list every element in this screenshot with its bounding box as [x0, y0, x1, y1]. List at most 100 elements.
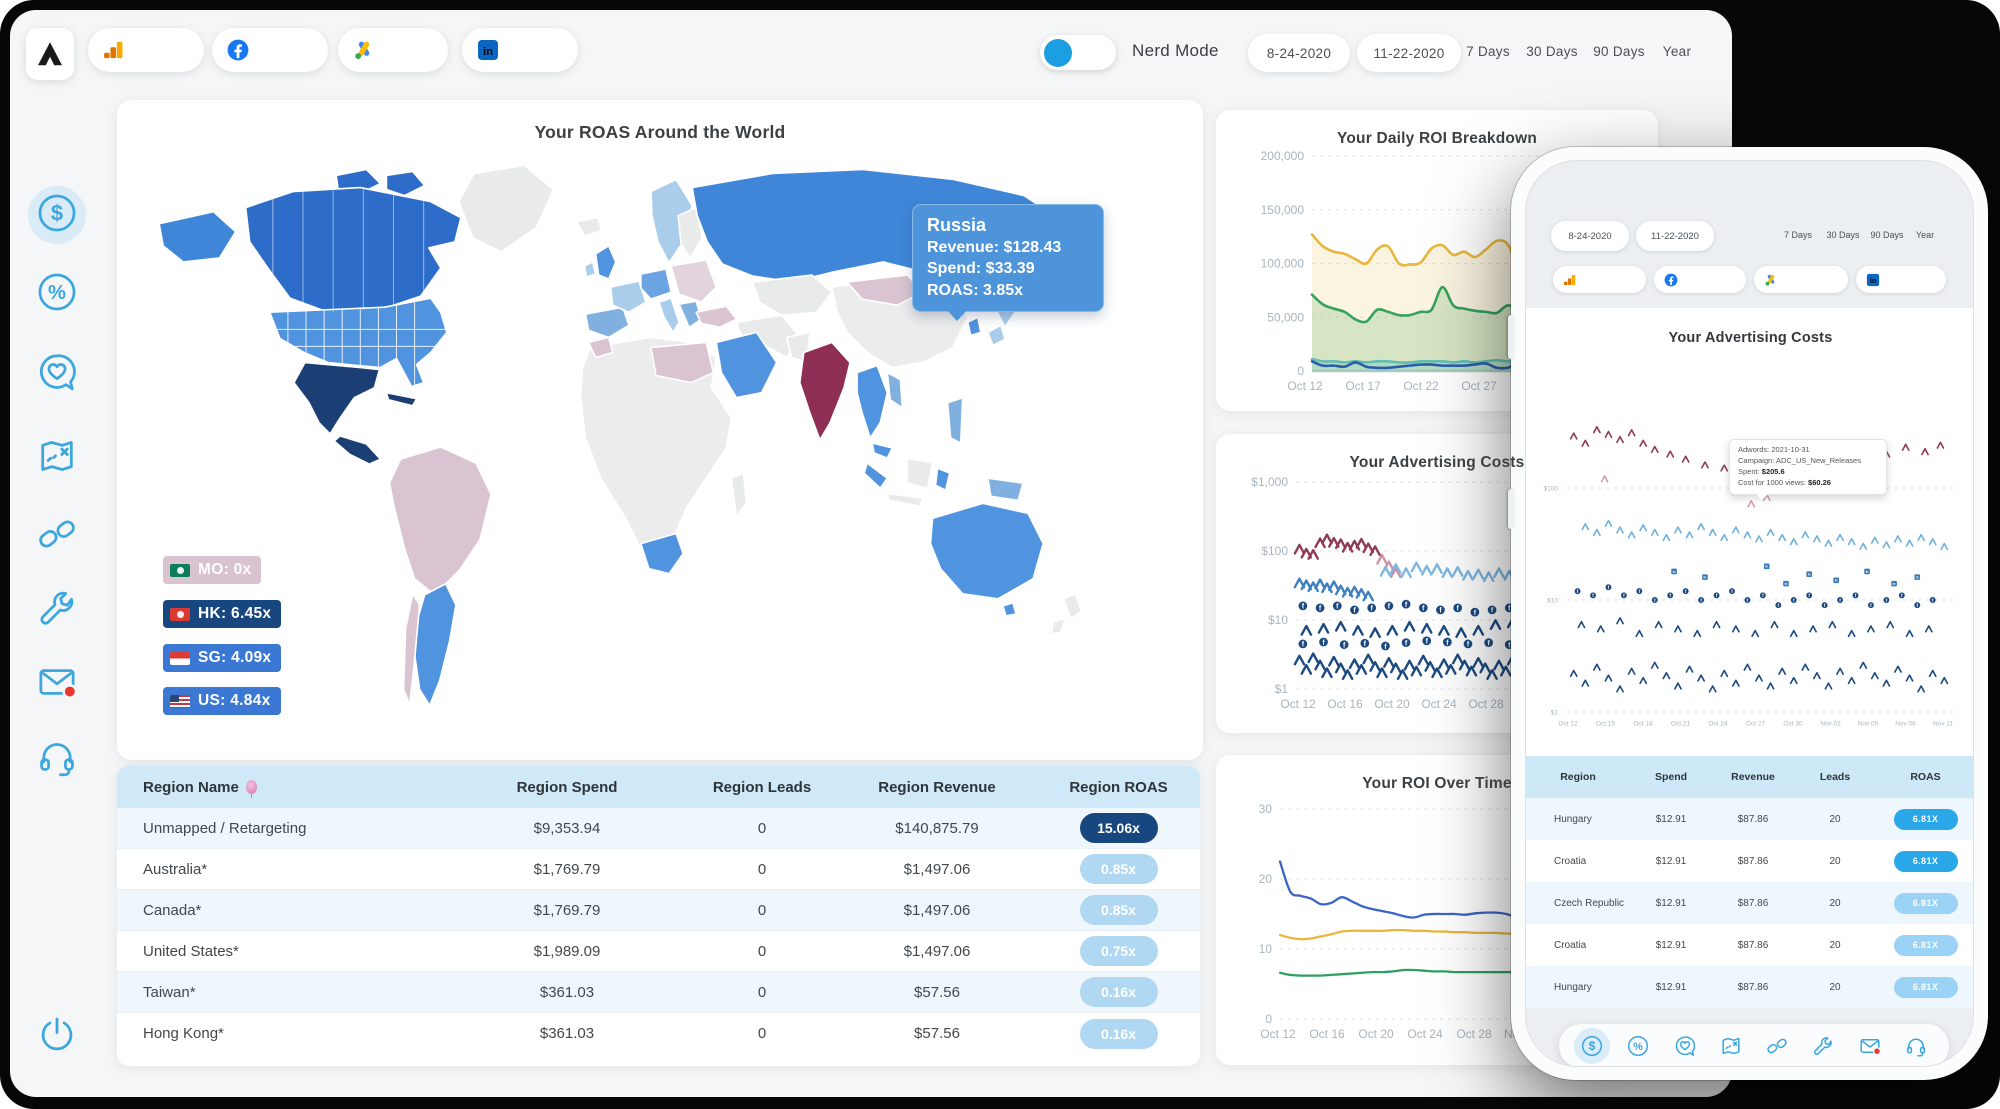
- country-india[interactable]: [798, 341, 851, 441]
- table-row[interactable]: Canada* $1,769.79 0 $1,497.06 0.85x: [117, 890, 1200, 931]
- table-row[interactable]: United States* $1,989.09 0 $1,497.06 0.75x: [117, 931, 1200, 972]
- nerd-mode-toggle[interactable]: [1040, 35, 1116, 70]
- country-papua-new-guinea[interactable]: [987, 477, 1024, 502]
- phone-table-row[interactable]: Hungary $12.91 $87.86 20 6.81X: [1526, 798, 1973, 840]
- phone-nav-engagement[interactable]: [1673, 1034, 1697, 1058]
- country-kazakhstan[interactable]: [751, 274, 833, 317]
- country-turkey[interactable]: [695, 305, 738, 329]
- range-year[interactable]: Year: [1662, 44, 1692, 59]
- country-united-states[interactable]: [268, 297, 448, 388]
- phone-range-year[interactable]: Year: [1915, 230, 1935, 240]
- country-saudi-arabia[interactable]: [715, 331, 778, 399]
- sidebar-item-roas[interactable]: $: [28, 186, 86, 244]
- sidebar-item-logout[interactable]: [35, 1014, 79, 1058]
- dollar-circle-icon: $: [1580, 1035, 1604, 1062]
- phone-platform-linkedin[interactable]: in: [1856, 266, 1946, 293]
- region-alaska[interactable]: [158, 210, 237, 263]
- country-chile[interactable]: [402, 593, 421, 706]
- country-brazil[interactable]: [388, 446, 492, 596]
- country-madagascar[interactable]: [730, 472, 748, 518]
- phone-platform-google-analytics[interactable]: [1553, 266, 1646, 293]
- sidebar-item-engagement[interactable]: [35, 352, 79, 396]
- platform-pill-google-analytics[interactable]: [88, 28, 204, 72]
- world-map[interactable]: [127, 144, 1193, 750]
- svg-text:Oct 24: Oct 24: [1407, 1027, 1443, 1041]
- phone-range-90-days[interactable]: 90 Days: [1870, 230, 1904, 240]
- sidebar-item-rates[interactable]: %: [35, 272, 79, 316]
- sidebar-item-tools[interactable]: [35, 588, 79, 632]
- country-philippines[interactable]: [946, 396, 964, 444]
- country-greenland[interactable]: [458, 164, 555, 253]
- phone-table-row[interactable]: Czech Republic $12.91 $87.86 20 6.81X: [1526, 882, 1973, 924]
- sidebar-item-journeys[interactable]: [35, 436, 79, 480]
- range-90-days[interactable]: 90 Days: [1593, 44, 1645, 59]
- phone-nav-support[interactable]: [1904, 1034, 1928, 1058]
- phone-table-row[interactable]: Hungary $12.91 $87.86 20 6.81X: [1526, 966, 1973, 1008]
- app-logo[interactable]: [26, 28, 74, 80]
- phone-nav-rates[interactable]: %: [1626, 1034, 1650, 1058]
- country-germany[interactable]: [640, 268, 672, 300]
- country-canada[interactable]: [244, 186, 462, 314]
- phone-platform-facebook[interactable]: [1654, 266, 1746, 293]
- headset-icon: [35, 735, 79, 784]
- sidebar-item-support[interactable]: [35, 737, 79, 781]
- sidebar-item-inbox[interactable]: [35, 662, 79, 706]
- table-row[interactable]: Taiwan* $361.03 0 $57.56 0.16x: [117, 972, 1200, 1013]
- sidebar-item-links[interactable]: [35, 514, 79, 558]
- date-end-picker[interactable]: 11-22-2020: [1357, 34, 1461, 72]
- phone-table-row[interactable]: Croatia $12.91 $87.86 20 6.81X: [1526, 840, 1973, 882]
- svg-text:200,000: 200,000: [1261, 149, 1305, 163]
- badge-label: SG: 4.09x: [198, 649, 272, 666]
- country-argentina[interactable]: [413, 582, 457, 707]
- phone-advertising-costs-chart[interactable]: $100 $10 $1 Oct 12 Oct 15 Oct 18 Oct 21 Oct 24 O…: [1538, 364, 1962, 742]
- country-spain[interactable]: [584, 306, 630, 339]
- region-north-africa[interactable]: [650, 341, 715, 384]
- country-thailand[interactable]: [856, 364, 889, 439]
- country-uk[interactable]: [594, 245, 617, 280]
- country-australia[interactable]: [929, 502, 1044, 600]
- svg-text:f: f: [1336, 604, 1339, 611]
- col-region-leads: Region Leads: [712, 778, 812, 796]
- phone-nav-tools[interactable]: [1811, 1034, 1835, 1058]
- table-row[interactable]: Hong Kong* $361.03 0 $57.56 0.16x: [117, 1013, 1200, 1054]
- region-borneo[interactable]: [906, 457, 934, 490]
- map-card-title: Your ROAS Around the World: [534, 122, 786, 142]
- table-row[interactable]: Australia* $1,769.79 0 $1,497.06 0.85x: [117, 849, 1200, 890]
- phone-roas-badge: 6.81X: [1893, 808, 1958, 830]
- phone-nav-roas[interactable]: $: [1574, 1028, 1611, 1064]
- country-mexico[interactable]: [293, 361, 381, 435]
- continent-africa[interactable]: [579, 336, 733, 565]
- svg-text:f: f: [1731, 589, 1733, 594]
- phone-nav-inbox[interactable]: [1858, 1034, 1882, 1058]
- phone-nav-journeys[interactable]: [1719, 1034, 1743, 1058]
- phone-date-start[interactable]: 8-24-2020: [1551, 221, 1629, 251]
- country-new-zealand[interactable]: [1062, 593, 1083, 620]
- phone-range-7-days[interactable]: 7 Days: [1783, 230, 1813, 240]
- country-morocco[interactable]: [587, 336, 614, 359]
- macau-flag-icon: [170, 563, 190, 577]
- country-italy[interactable]: [658, 297, 680, 334]
- phone-nav-links[interactable]: [1765, 1034, 1789, 1058]
- country-south-korea[interactable]: [966, 316, 982, 337]
- country-vietnam[interactable]: [886, 371, 904, 409]
- range-30-days[interactable]: 30 Days: [1526, 44, 1578, 59]
- platform-pill-google-ads[interactable]: [338, 28, 448, 72]
- svg-text:Oct 18: Oct 18: [1633, 721, 1653, 728]
- country-france[interactable]: [609, 280, 647, 314]
- range-7-days[interactable]: 7 Days: [1466, 44, 1510, 59]
- phone-platform-google-ads[interactable]: [1754, 266, 1848, 293]
- phone-range-30-days[interactable]: 30 Days: [1826, 230, 1860, 240]
- svg-text:Nov 02: Nov 02: [1820, 721, 1841, 728]
- svg-text:Oct 24: Oct 24: [1421, 697, 1457, 711]
- platform-pill-linkedin[interactable]: in: [462, 28, 578, 72]
- phone-date-end[interactable]: 11-22-2020: [1636, 221, 1714, 251]
- table-row[interactable]: Unmapped / Retargeting $9,353.94 0 $140,875…: [117, 808, 1200, 849]
- phone-table-row[interactable]: Croatia $12.91 $87.86 20 6.81X: [1526, 924, 1973, 966]
- platform-pill-facebook[interactable]: [212, 28, 328, 72]
- country-south-africa[interactable]: [640, 532, 684, 575]
- country-mongolia[interactable]: [846, 274, 924, 307]
- date-start-picker[interactable]: 8-24-2020: [1248, 34, 1350, 72]
- badge-label: MO: 0x: [198, 561, 252, 578]
- phone-roas-badge: 6.81X: [1893, 892, 1958, 914]
